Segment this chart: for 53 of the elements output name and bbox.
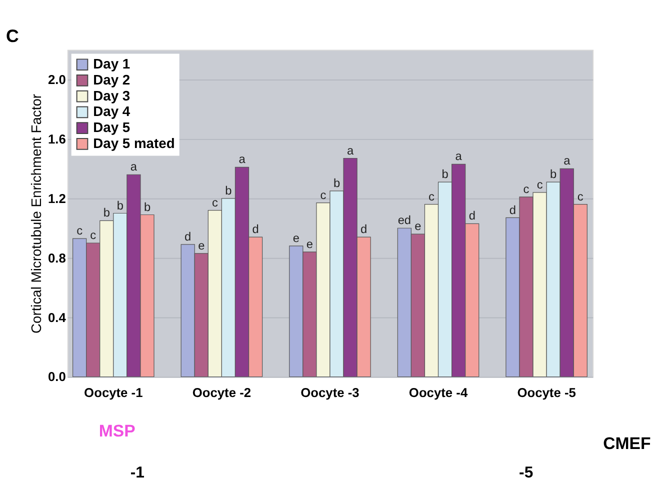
data-label: c [76, 224, 83, 238]
y-tick-label: 2.0 [48, 72, 66, 87]
text: CMEF [603, 434, 651, 454]
text: MSP [98, 421, 136, 440]
data-label: a [130, 160, 138, 174]
legend-label: Day 5 mated [93, 134, 175, 151]
y-tick-label: 1.2 [48, 190, 66, 206]
legend-label: Day 4 [93, 103, 130, 120]
data-label: b [116, 198, 124, 212]
data-label: c [90, 228, 96, 242]
data-label: c [428, 189, 435, 204]
legend-label: Day 1 [93, 56, 130, 72]
data-label: c [212, 195, 218, 210]
data-label: c [523, 182, 530, 196]
text: -1 [130, 464, 145, 482]
y-tick-label: 0.4 [48, 310, 67, 325]
y-tick-label: 0.0 [48, 369, 66, 384]
data-label: d [184, 230, 192, 244]
data-label: e [414, 219, 422, 234]
x-tick-label: Oocyte -1 [84, 385, 143, 400]
data-label: c [536, 177, 543, 192]
data-label: b [144, 200, 151, 214]
data-label: c [577, 189, 584, 204]
y-tick-label: 0.8 [48, 250, 66, 266]
data-label: d [509, 202, 516, 217]
data-label: a [455, 149, 462, 164]
data-label: a [238, 152, 246, 166]
y-axis-title: Cortical Microtubule Enrichment Factor [28, 94, 44, 334]
x-tick-label: Oocyte -2 [192, 385, 252, 400]
data-label: a [564, 154, 571, 168]
data-label: c [320, 188, 326, 202]
legend-label: Day 5 [93, 119, 130, 135]
data-label: b [442, 167, 449, 182]
data-label: b [103, 206, 110, 220]
legend-label: Day 2 [93, 71, 130, 88]
x-tick-label: Oocyte -5 [517, 385, 576, 400]
data-label: e [306, 236, 314, 251]
text: C [6, 26, 19, 46]
data-label: e [292, 230, 300, 245]
data-label: d [468, 208, 476, 223]
y-tick-label: 1.6 [48, 131, 66, 146]
data-label: ed [398, 213, 412, 228]
data-label: d [252, 222, 259, 236]
text: -5 [519, 464, 534, 482]
data-label: d [360, 222, 368, 236]
x-tick-label: Oocyte -4 [408, 385, 468, 400]
legend-label: Day 3 [93, 87, 130, 104]
x-tick-label: Oocyte -3 [300, 385, 360, 400]
data-label: b [333, 176, 340, 190]
data-label: b [550, 167, 558, 182]
data-label: e [198, 238, 206, 252]
data-label: b [225, 183, 232, 198]
data-label: a [346, 143, 354, 158]
